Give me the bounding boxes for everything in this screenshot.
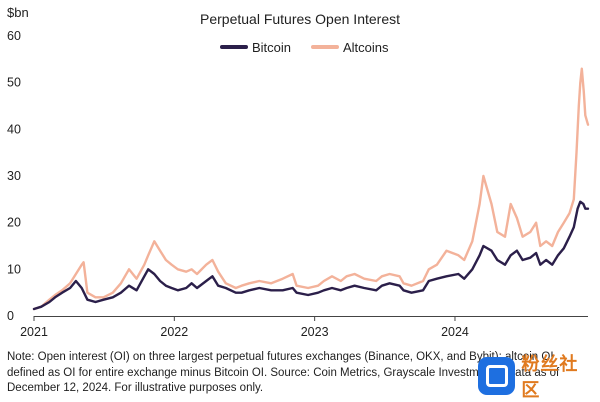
watermark: 粉丝社区 [478,354,596,401]
series-line-altcoins [32,67,590,311]
y-tick-label: 30 [7,169,21,183]
legend-label-altcoins: Altcoins [343,40,389,55]
x-tick-label: 2023 [301,325,329,339]
chart-title: Perpetual Futures Open Interest [200,11,400,27]
y-tick-label: 50 [7,76,21,90]
series-line-bitcoin [32,200,590,311]
y-tick-label: 40 [7,122,21,136]
x-tick-label: 2024 [441,325,469,339]
y-tick-label: 10 [7,262,21,276]
watermark-logo-icon [478,357,516,395]
y-tick-label: 60 [7,29,21,43]
x-tick-label: 2021 [20,325,48,339]
y-tick-label: 0 [7,309,14,323]
legend-label-bitcoin: Bitcoin [252,40,291,55]
x-tick-label: 2022 [160,325,188,339]
chart: Perpetual Futures Open Interest $bn 0 10 20 3… [7,5,590,339]
y-axis-label: $bn [7,5,29,20]
y-tick-label: 20 [7,216,21,230]
watermark-text: 粉丝社区 [521,354,579,401]
chart-note: Note: Open interest (OI) on three larges… [7,351,560,394]
